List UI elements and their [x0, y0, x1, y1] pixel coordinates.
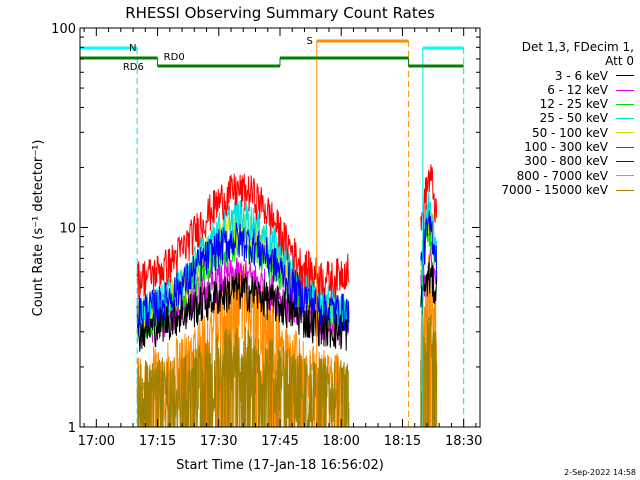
series-line — [136, 272, 350, 352]
series-line — [420, 164, 438, 231]
legend-entry: 800 - 7000 keV — [488, 169, 634, 183]
legend-entry-label: 6 - 12 keV — [547, 82, 608, 97]
x-tick-label: 18:00 — [322, 434, 359, 449]
legend-entry: 7000 - 15000 keV — [488, 183, 634, 197]
y-tick-label: 1 — [68, 421, 76, 436]
x-tick-label: 18:30 — [445, 434, 482, 449]
legend-swatch — [616, 175, 634, 177]
series-line — [420, 315, 438, 428]
x-tick-label: 18:15 — [384, 434, 421, 449]
saa-flag-label: S — [307, 36, 313, 47]
legend-swatch — [616, 132, 634, 134]
plot-area: N S RD6 RD0 — [79, 36, 465, 428]
night-flag-label: N — [129, 43, 136, 54]
axes: 17:00 17:15 17:30 17:45 18:00 18:15 18:30 1 10 10… — [51, 22, 482, 449]
legend-entry-label: 100 - 300 keV — [524, 140, 608, 155]
legend-entry: 3 - 6 keV — [488, 69, 634, 83]
legend-entry-label: 7000 - 15000 keV — [501, 182, 608, 197]
legend-entry: 12 - 25 keV — [488, 97, 634, 111]
legend-entry-label: 12 - 25 keV — [539, 97, 608, 112]
legend-entry-label: 25 - 50 keV — [539, 111, 608, 126]
y-axis-label: Count Rate (s⁻¹ detector⁻¹) — [31, 140, 46, 317]
legend-swatch — [616, 118, 634, 120]
legend-swatch — [616, 103, 634, 105]
footer-date: 2-Sep-2022 14:58 — [564, 468, 636, 477]
decimation-label-rd0: RD0 — [164, 52, 185, 63]
legend-header-line-1: Det 1,3, FDecim 1, — [521, 40, 634, 54]
legend-entry-label: 50 - 100 keV — [531, 125, 608, 140]
legend-header-line-2: Att 0 — [605, 54, 634, 69]
legend-entry: 300 - 800 keV — [488, 154, 634, 168]
chart-title: RHESSI Observing Summary Count Rates — [125, 4, 435, 22]
x-tick-label: 17:15 — [139, 434, 176, 449]
x-tick-label: 17:45 — [261, 434, 298, 449]
legend-swatch — [616, 146, 634, 148]
series-line — [136, 222, 350, 333]
x-axis-label: Start Time (17-Jan-18 16:56:02) — [176, 458, 384, 473]
series-line — [420, 262, 438, 315]
y-tick-label: 100 — [51, 22, 76, 37]
x-tick-label: 17:00 — [78, 434, 115, 449]
series-line — [136, 173, 350, 300]
legend-swatch — [616, 89, 634, 91]
legend: Det 1,3, FDecim 1, Att 0 3 - 6 keV 6 - 12… — [488, 40, 634, 197]
decimation-label-rd6: RD6 — [123, 62, 144, 73]
legend-entry: 25 - 50 keV — [488, 111, 634, 125]
legend-entry: 50 - 100 keV — [488, 126, 634, 140]
series-line — [420, 210, 438, 281]
legend-entry-label: 3 - 6 keV — [554, 68, 608, 83]
legend-entry: 6 - 12 keV — [488, 83, 634, 97]
legend-swatch — [616, 189, 634, 191]
x-tick-label: 17:30 — [200, 434, 237, 449]
y-tick-label: 10 — [59, 222, 76, 237]
legend-entry: 100 - 300 keV — [488, 140, 634, 154]
legend-swatch — [616, 75, 634, 77]
legend-entry-label: 800 - 7000 keV — [516, 168, 608, 183]
legend-swatch — [616, 161, 634, 163]
legend-entry-label: 300 - 800 keV — [524, 154, 608, 169]
